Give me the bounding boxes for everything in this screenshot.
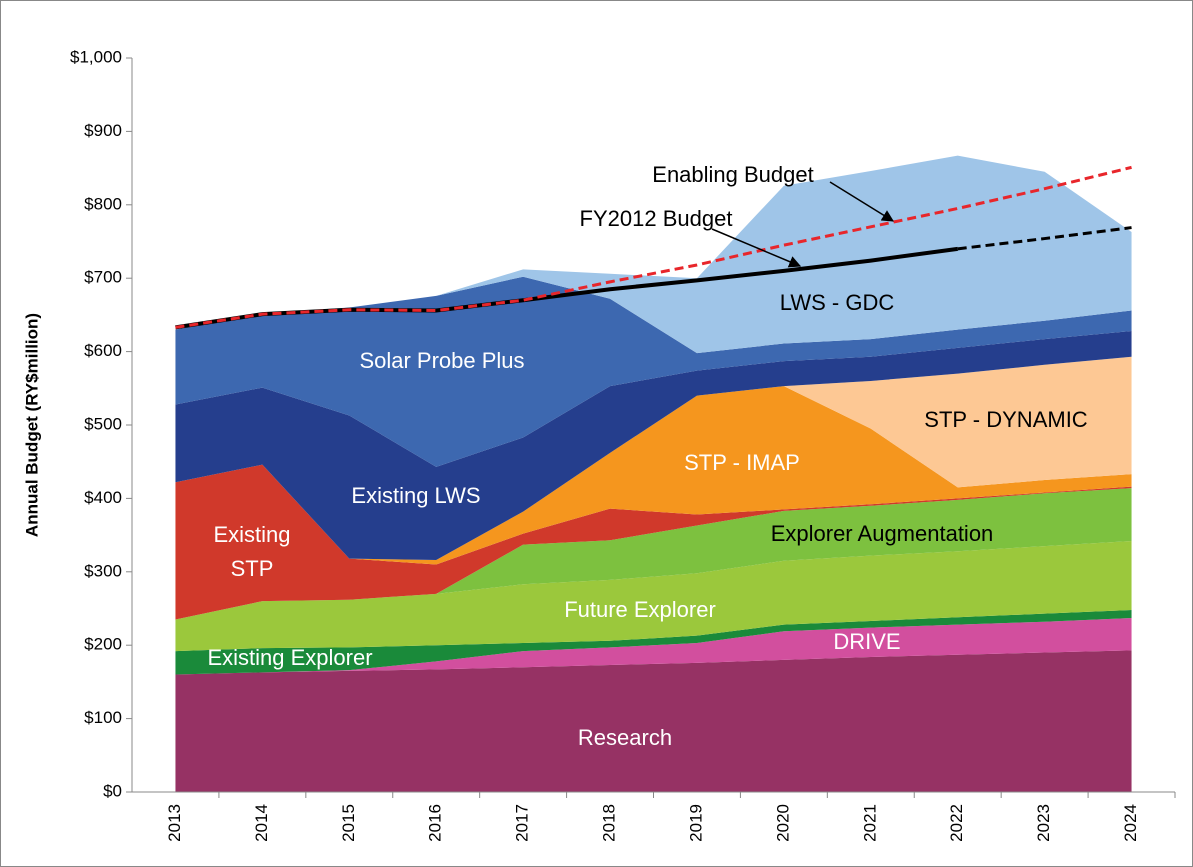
- area-label: Future Explorer: [564, 597, 716, 622]
- area: [175, 618, 1132, 675]
- area: [175, 540, 1132, 652]
- y-tick-label: $200: [84, 635, 122, 654]
- area-label: LWS - GDC: [779, 290, 895, 315]
- line-label: FY2012 Budget: [579, 206, 733, 231]
- x-tick-label: 2013: [165, 804, 184, 842]
- x-tick-label: 2016: [426, 804, 445, 842]
- x-tick-label: 2015: [339, 804, 358, 842]
- x-tick-label: 2023: [1034, 804, 1053, 842]
- area-label: DRIVE: [833, 629, 901, 654]
- y-tick-label: $0: [103, 781, 122, 800]
- area: [175, 609, 1132, 675]
- area-label: Solar Probe Plus: [359, 348, 525, 373]
- x-tick-label: 2014: [252, 804, 271, 842]
- x-tick-label: 2024: [1121, 804, 1140, 842]
- y-tick-label: $300: [84, 561, 122, 580]
- area: [175, 356, 1132, 561]
- y-tick-label: $800: [84, 194, 122, 213]
- area-label: Explorer Augmentation: [770, 521, 994, 546]
- area-label: STP - IMAP: [684, 450, 800, 475]
- area-label: Existing STP: [213, 522, 291, 581]
- area-label: Research: [577, 725, 673, 750]
- y-tick-label: $1,000: [70, 47, 122, 66]
- x-tick-label: 2017: [513, 804, 532, 842]
- budget-line-projection: [957, 226, 1132, 251]
- y-axis-label: Annual Budget (RY$million): [22, 313, 41, 537]
- arrow: [711, 228, 802, 268]
- y-tick-label: $400: [84, 488, 122, 507]
- area: [175, 276, 1132, 467]
- budget-line: [175, 165, 1132, 329]
- y-tick-label: $900: [84, 121, 122, 140]
- x-tick-label: 2020: [773, 804, 792, 842]
- y-tick-label: $700: [84, 268, 122, 287]
- line-label: Enabling Budget: [652, 162, 814, 187]
- area: [175, 464, 1132, 620]
- arrow: [829, 181, 895, 222]
- area: [175, 331, 1132, 561]
- x-tick-label: 2022: [947, 804, 966, 842]
- area: [175, 650, 1132, 792]
- area: [175, 386, 1132, 565]
- area: [175, 488, 1132, 620]
- y-tick-label: $100: [84, 708, 122, 727]
- area-label: STP - DYNAMIC: [924, 407, 1088, 432]
- y-tick-label: $600: [84, 341, 122, 360]
- x-tick-label: 2019: [686, 804, 705, 842]
- x-tick-label: 2021: [860, 804, 879, 842]
- area: [175, 155, 1132, 354]
- area-label: Existing LWS: [351, 483, 481, 508]
- x-tick-label: 2018: [600, 804, 619, 842]
- y-tick-label: $500: [84, 414, 122, 433]
- area-label: Existing Explorer: [207, 645, 373, 670]
